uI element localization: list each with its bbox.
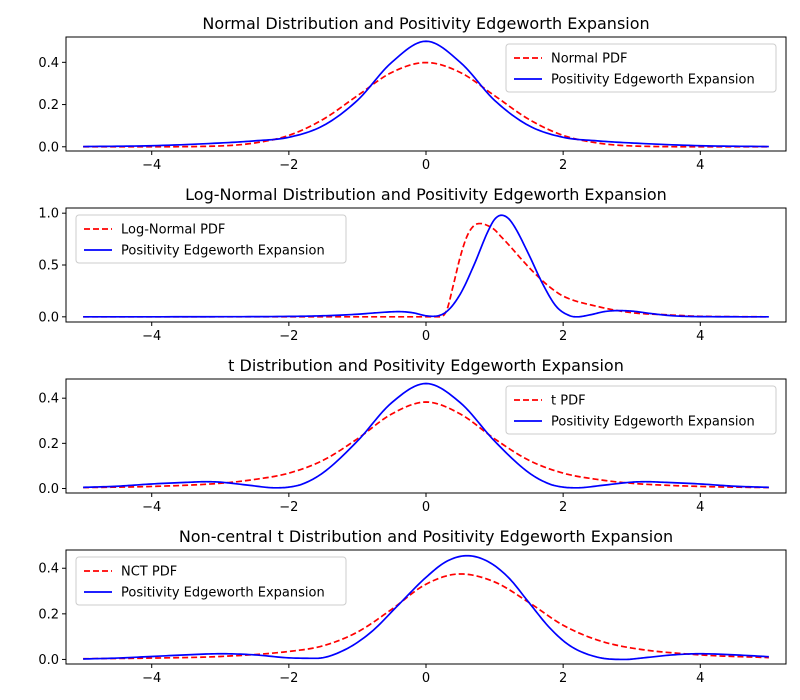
pdf-series-line [83, 61, 769, 148]
x-tick-label: −2 [279, 671, 298, 686]
x-tick-label: 4 [696, 158, 704, 173]
x-tick-label: 2 [559, 500, 567, 515]
chart-title: Log-Normal Distribution and Positivity E… [185, 185, 667, 204]
x-tick-label: −2 [279, 158, 298, 173]
subplot-2: Log-Normal Distribution and Positivity E… [38, 185, 787, 344]
subplot-3: t Distribution and Positivity Edgeworth … [38, 356, 787, 515]
x-tick-label: 2 [559, 329, 567, 344]
x-tick-label: 0 [422, 158, 430, 173]
y-tick-label: 0.0 [38, 482, 59, 497]
y-tick-label: 0.5 [38, 259, 59, 274]
chart-title: Normal Distribution and Positivity Edgew… [202, 14, 649, 33]
x-tick-label: 4 [696, 500, 704, 515]
legend-label: Normal PDF [551, 52, 628, 67]
x-tick-label: 0 [422, 329, 430, 344]
x-tick-label: 0 [422, 500, 430, 515]
y-tick-label: 0.0 [38, 140, 59, 155]
x-tick-label: 2 [559, 671, 567, 686]
x-tick-label: 4 [696, 671, 704, 686]
pdf-series-line [83, 401, 769, 489]
legend: Normal PDF Positivity Edgeworth Expansion [505, 43, 777, 93]
legend-label: NCT PDF [121, 565, 177, 580]
y-tick-label: 0.0 [38, 653, 59, 668]
chart-title: t Distribution and Positivity Edgeworth … [228, 356, 624, 375]
x-tick-label: 0 [422, 671, 430, 686]
legend-label: Positivity Edgeworth Expansion [551, 73, 755, 88]
x-tick-label: −4 [142, 500, 161, 515]
edgeworth-series-line [83, 382, 769, 489]
y-tick-label: 0.2 [38, 607, 59, 622]
chart-title: Non-central t Distribution and Positivit… [179, 527, 673, 546]
legend: t PDF Positivity Edgeworth Expansion [505, 385, 777, 435]
legend: NCT PDF Positivity Edgeworth Expansion [75, 556, 347, 606]
legend: Log-Normal PDF Positivity Edgeworth Expan… [75, 214, 347, 264]
subplot-1: Normal Distribution and Positivity Edgew… [38, 14, 787, 173]
edgeworth-series-line [83, 554, 769, 661]
y-tick-label: 0.4 [38, 56, 59, 71]
legend-label: Positivity Edgeworth Expansion [551, 415, 755, 430]
x-tick-label: 2 [559, 158, 567, 173]
legend-label: Positivity Edgeworth Expansion [121, 244, 325, 259]
edgeworth-series-line [83, 214, 769, 318]
y-tick-label: 0.2 [38, 437, 59, 452]
legend-label: t PDF [551, 394, 586, 409]
x-tick-label: 4 [696, 329, 704, 344]
pdf-series-line [83, 222, 769, 318]
x-tick-label: −4 [142, 671, 161, 686]
y-tick-label: 0.4 [38, 392, 59, 407]
legend-label: Positivity Edgeworth Expansion [121, 586, 325, 601]
y-tick-label: 1.0 [38, 207, 59, 222]
edgeworth-series-line [83, 40, 769, 148]
x-tick-label: −2 [279, 329, 298, 344]
subplot-4: Non-central t Distribution and Positivit… [38, 527, 787, 686]
x-tick-label: −4 [142, 158, 161, 173]
x-tick-label: −4 [142, 329, 161, 344]
y-tick-label: 0.4 [38, 562, 59, 577]
y-tick-label: 0.0 [38, 310, 59, 325]
legend-label: Log-Normal PDF [121, 223, 225, 238]
x-tick-label: −2 [279, 500, 298, 515]
y-tick-label: 0.2 [38, 98, 59, 113]
